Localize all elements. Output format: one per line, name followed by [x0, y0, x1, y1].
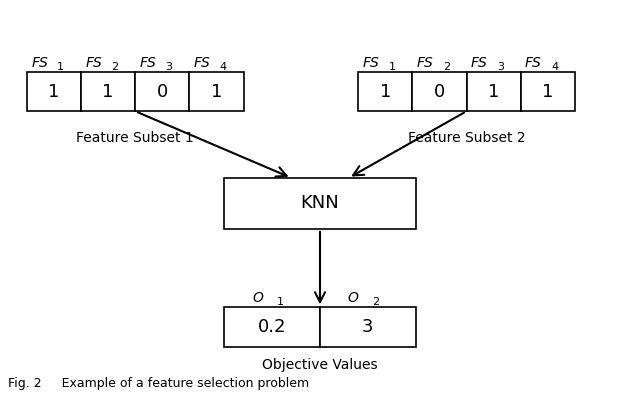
- FancyBboxPatch shape: [521, 72, 575, 111]
- Text: 1: 1: [488, 83, 499, 101]
- FancyBboxPatch shape: [225, 178, 415, 229]
- Text: $FS$: $FS$: [470, 56, 488, 70]
- Text: 1: 1: [48, 83, 60, 101]
- Text: $FS$: $FS$: [416, 56, 435, 70]
- Text: $O$: $O$: [347, 292, 360, 305]
- Text: 0.2: 0.2: [258, 318, 287, 336]
- FancyBboxPatch shape: [81, 72, 135, 111]
- Text: 1: 1: [102, 83, 114, 101]
- Text: $FS$: $FS$: [362, 56, 380, 70]
- FancyBboxPatch shape: [320, 307, 415, 346]
- Text: 1: 1: [211, 83, 222, 101]
- Text: 1: 1: [380, 83, 391, 101]
- Text: 1: 1: [276, 297, 284, 307]
- Text: 1: 1: [57, 62, 64, 72]
- Text: $FS$: $FS$: [84, 56, 103, 70]
- FancyBboxPatch shape: [467, 72, 521, 111]
- Text: $O$: $O$: [252, 292, 264, 305]
- Text: 2: 2: [443, 62, 450, 72]
- FancyBboxPatch shape: [412, 72, 467, 111]
- FancyBboxPatch shape: [27, 72, 81, 111]
- Text: $FS$: $FS$: [524, 56, 543, 70]
- Text: $FS$: $FS$: [193, 56, 211, 70]
- Text: 1: 1: [388, 62, 396, 72]
- FancyBboxPatch shape: [225, 307, 320, 346]
- Text: 1: 1: [542, 83, 554, 101]
- Text: $FS$: $FS$: [31, 56, 49, 70]
- FancyBboxPatch shape: [189, 72, 244, 111]
- Text: 2: 2: [111, 62, 118, 72]
- Text: KNN: KNN: [301, 194, 339, 213]
- Text: Feature Subset 1: Feature Subset 1: [76, 131, 194, 145]
- Text: 3: 3: [497, 62, 504, 72]
- Text: 3: 3: [362, 318, 374, 336]
- Text: 4: 4: [220, 62, 227, 72]
- FancyBboxPatch shape: [358, 72, 412, 111]
- Text: 2: 2: [372, 297, 380, 307]
- Text: Feature Subset 2: Feature Subset 2: [408, 131, 525, 145]
- Text: 0: 0: [434, 83, 445, 101]
- Text: 0: 0: [157, 83, 168, 101]
- FancyBboxPatch shape: [135, 72, 189, 111]
- Text: Fig. 2     Example of a feature selection problem: Fig. 2 Example of a feature selection pr…: [8, 377, 309, 390]
- Text: 3: 3: [166, 62, 172, 72]
- Text: $FS$: $FS$: [139, 56, 157, 70]
- Text: Objective Values: Objective Values: [262, 358, 378, 372]
- Text: 4: 4: [551, 62, 558, 72]
